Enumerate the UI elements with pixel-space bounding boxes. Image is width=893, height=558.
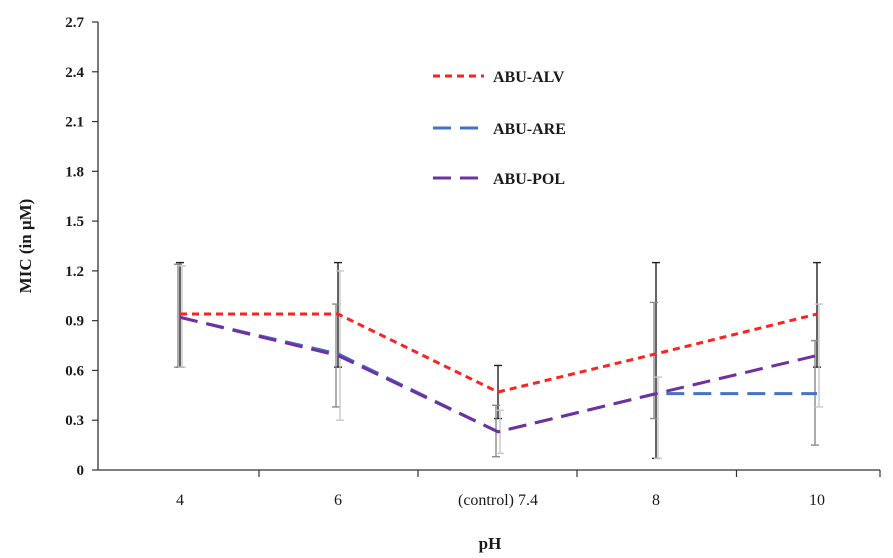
- y-tick-label: 0.3: [65, 413, 84, 429]
- y-tick-label: 2.4: [65, 65, 84, 81]
- y-tick-label: 1.5: [65, 214, 84, 230]
- error-bar: [174, 263, 182, 368]
- series-line-abu-pol: [179, 315, 818, 434]
- error-bar: [650, 301, 658, 420]
- error-bar: [652, 261, 660, 460]
- legend: ABU-ALV ABU-ARE ABU-POL: [433, 69, 566, 188]
- legend-item: ABU-POL: [433, 171, 565, 188]
- error-bar: [336, 270, 344, 421]
- error-bar: [815, 303, 823, 408]
- y-tick-label: 0.9: [65, 314, 84, 330]
- y-tick-label: 2.1: [65, 115, 84, 131]
- x-tick-label: 8: [652, 492, 660, 509]
- x-tick-label: (control) 7.4: [458, 492, 538, 509]
- y-axis-title: MIC (in μM): [16, 199, 35, 294]
- series-line-abu-alv: [180, 312, 818, 394]
- x-axis-title: pH: [479, 534, 502, 553]
- y-tick-label: 0.6: [65, 363, 84, 379]
- y-tick-label: 2.7: [65, 15, 84, 31]
- legend-label: ABU-ARE: [493, 121, 566, 138]
- error-bar: [654, 376, 662, 460]
- legend-label: ABU-POL: [493, 171, 565, 188]
- y-tick-label: 1.2: [65, 264, 84, 280]
- error-bar: [332, 303, 340, 408]
- y-tick-label: 0: [77, 463, 85, 479]
- y-tick-labels: 0 0.3 0.6 0.9 1.2 1.5 1.8 2.1 2.4 2.7: [65, 15, 84, 479]
- legend-label: ABU-ALV: [493, 69, 565, 86]
- legend-item: ABU-ARE: [433, 121, 566, 138]
- legend-item: ABU-ALV: [433, 69, 565, 86]
- x-tick-label: 10: [809, 492, 825, 509]
- error-bars: [174, 261, 823, 460]
- axes: [92, 21, 881, 477]
- x-tick-labels: 4 6 (control) 7.4 8 10: [176, 492, 825, 509]
- series-lines: [179, 312, 818, 434]
- x-tick-label: 6: [334, 492, 342, 509]
- x-tick-label: 4: [176, 492, 184, 509]
- y-tick-label: 1.8: [65, 164, 84, 180]
